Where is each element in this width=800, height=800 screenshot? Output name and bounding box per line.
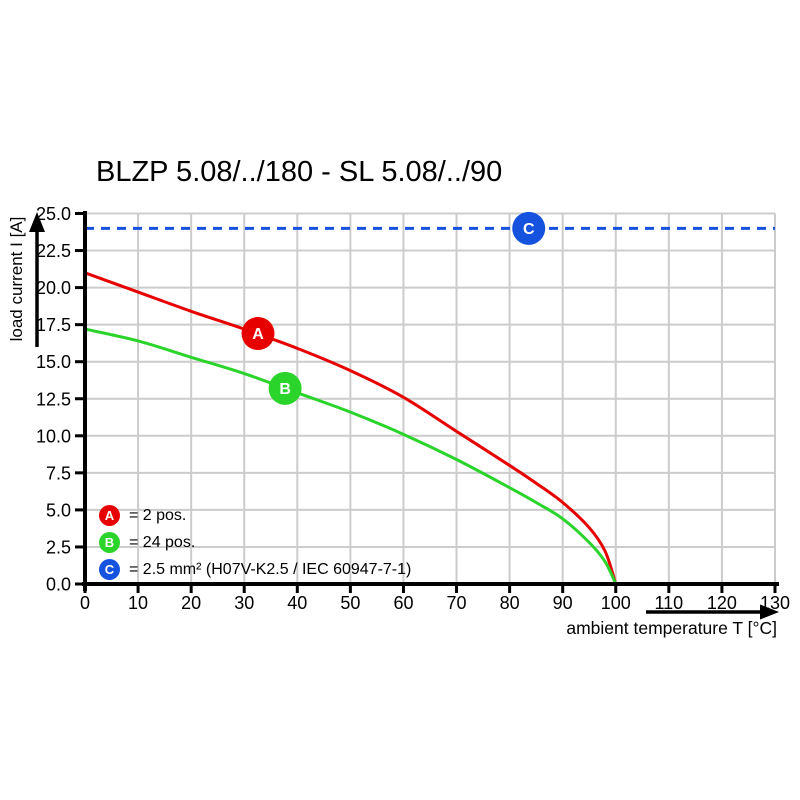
y-tick-label: 17.5 (36, 315, 71, 335)
x-tick-label: 110 (654, 593, 683, 613)
curve-markers: A B C (241, 211, 546, 405)
y-tick-label: 20.0 (36, 278, 71, 298)
y-tick-label: 10.0 (36, 426, 71, 446)
x-tick-label: 80 (500, 593, 520, 613)
legend-item-b: B = 24 pos. (99, 532, 411, 553)
marker-c-icon (512, 211, 546, 245)
x-tick-label: 20 (181, 593, 201, 613)
axis-arrows (29, 212, 779, 620)
series-c-swatch-icon: C (99, 559, 120, 580)
x-tick-label: 30 (234, 593, 254, 613)
y-tick-label: 7.5 (46, 463, 71, 483)
legend-item-b-label: = 24 pos. (129, 533, 196, 551)
x-tick-label: 100 (601, 593, 631, 613)
marker-b-icon (268, 371, 302, 405)
x-arrow-head-icon (760, 604, 779, 620)
x-tick-label: 10 (128, 593, 148, 613)
chart-title: BLZP 5.08/../180 - SL 5.08/../90 (96, 156, 503, 188)
curve-b (84, 327, 618, 585)
marker-a-letter: A (252, 326, 264, 343)
y-tick-label: 2.5 (46, 537, 71, 557)
y-tick-label: 22.5 (36, 241, 71, 261)
marker-b-letter: B (279, 381, 291, 398)
x-tick-label: 90 (553, 593, 573, 613)
series-b-swatch-icon: B (99, 532, 120, 553)
legend-item-a: A = 2 pos. (99, 505, 411, 526)
marker-c-letter: C (523, 221, 535, 238)
y-tick-label: 25.0 (36, 204, 71, 224)
axes (75, 211, 779, 593)
marker-a-icon (241, 317, 275, 351)
x-tick-label: 120 (707, 593, 737, 613)
x-tick-label: 0 (80, 593, 90, 613)
series-a-swatch-icon: A (99, 505, 120, 526)
curve-a (84, 271, 618, 585)
gridlines (85, 212, 776, 584)
x-tick-label: 70 (447, 593, 467, 613)
legend-item-c: C = 2.5 mm² (H07V-K2.5 / IEC 60947-7-1) (99, 559, 411, 580)
x-tick-label: 50 (340, 593, 360, 613)
tick-labels: 0 10 20 30 40 50 60 70 80 90 100 110 120 1300.02.55.0… (36, 204, 790, 613)
legend-item-a-label: = 2 pos. (129, 506, 187, 524)
y-tick-label: 0.0 (46, 575, 71, 595)
legend: A = 2 pos. B = 24 pos. C = 2.5 mm² (H07V… (99, 505, 411, 586)
y-arrow-head-icon (29, 212, 45, 232)
y-tick-label: 5.0 (46, 500, 71, 520)
y-tick-label: 15.0 (36, 352, 71, 372)
y-tick-label: 12.5 (36, 389, 71, 409)
x-tick-label: 60 (393, 593, 413, 613)
x-axis-label: ambient temperature T [°C] (566, 618, 777, 638)
curves (84, 226, 775, 585)
legend-item-c-label: = 2.5 mm² (H07V-K2.5 / IEC 60947-7-1) (129, 560, 412, 578)
x-tick-label: 40 (287, 593, 307, 613)
